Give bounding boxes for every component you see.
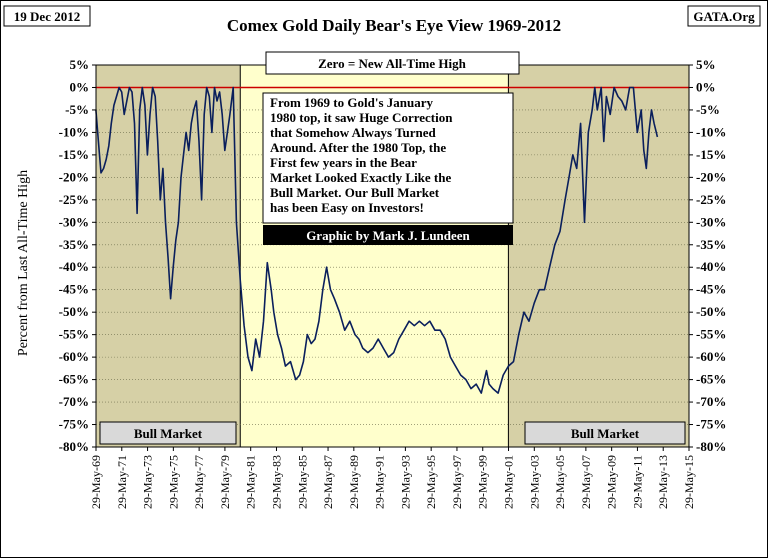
x-tick-label: 29-May-03 — [527, 455, 541, 509]
x-tick-label: 29-May-99 — [476, 455, 490, 509]
x-tick-label: 29-May-89 — [347, 455, 361, 509]
y-tick-label: -60% — [59, 349, 89, 364]
zero-label-box — [265, 51, 520, 75]
y-tick-label: -35% — [59, 237, 89, 252]
x-tick-label: 29-May-01 — [502, 455, 516, 509]
bull-market-right-box — [524, 421, 686, 445]
y-tick-label: -80% — [59, 439, 89, 454]
x-axis: 29-May-69 29-May-71 29-May-73 29-May-75 29-M… — [89, 447, 696, 509]
x-tick-label: 29-May-71 — [115, 455, 129, 509]
y-tick-label: -40% — [696, 259, 726, 274]
credit-box — [263, 225, 513, 245]
x-tick-label: 29-May-09 — [605, 455, 619, 509]
y-tick-label: -65% — [59, 372, 89, 387]
y-tick-label: -55% — [59, 327, 89, 342]
y-tick-label: -65% — [696, 372, 726, 387]
chart-title: Comex Gold Daily Bear's Eye View 1969-20… — [227, 16, 561, 35]
source-box — [687, 5, 761, 27]
y-tick-label: -20% — [59, 169, 89, 184]
x-tick-label: 29-May-11 — [630, 455, 644, 509]
y-tick-label: -25% — [59, 192, 89, 207]
y-tick-label: -15% — [59, 147, 89, 162]
y-tick-label: -45% — [696, 282, 726, 297]
y-tick-label: -70% — [696, 394, 726, 409]
note-line: From 1969 to Gold's January — [270, 95, 433, 110]
zero-label: Zero = New All-Time High — [318, 56, 467, 71]
y-axis-right: 5% 0% -5% -10% -15% -20% -25% -30% -35% -40% -45% -… — [689, 57, 726, 454]
y-tick-label: -40% — [59, 259, 89, 274]
date-box — [3, 5, 91, 27]
x-tick-label: 29-May-83 — [269, 455, 283, 509]
x-tick-label: 29-May-69 — [89, 455, 103, 509]
y-tick-label: -25% — [696, 192, 726, 207]
y-tick-label: -50% — [696, 304, 726, 319]
x-tick-label: 29-May-93 — [398, 455, 412, 509]
y-tick-label: -35% — [696, 237, 726, 252]
x-tick-label: 29-May-05 — [553, 455, 567, 509]
y-axis-title: Percent from Last All-Time High — [16, 170, 31, 356]
y-axis-left: 5% 0% -5% -10% -15% -20% -25% -30% -35% -40% -45% -… — [59, 57, 96, 454]
y-tick-label: -30% — [59, 214, 89, 229]
y-tick-label: 0% — [70, 79, 90, 94]
note-line: First few years in the Bear — [270, 155, 417, 170]
y-tick-label: -5% — [65, 102, 89, 117]
y-tick-label: -45% — [59, 282, 89, 297]
x-tick-label: 29-May-79 — [218, 455, 232, 509]
y-tick-label: -20% — [696, 169, 726, 184]
y-tick-label: -10% — [59, 124, 89, 139]
y-tick-label: -10% — [696, 124, 726, 139]
note-line: that Somehow Always Turned — [270, 125, 437, 140]
y-tick-label: -80% — [696, 439, 726, 454]
note-line: has been Easy on Investors! — [270, 200, 424, 215]
y-tick-label: 5% — [696, 57, 716, 72]
x-tick-label: 29-May-97 — [450, 455, 464, 509]
source-label: GATA.Org — [693, 9, 755, 24]
note-box — [262, 92, 514, 224]
x-tick-label: 29-May-85 — [295, 455, 309, 509]
bull-market-right-label: Bull Market — [571, 426, 640, 441]
y-tick-label: -75% — [59, 417, 89, 432]
note-line: Market Looked Exactly Like the — [270, 170, 451, 185]
x-tick-label: 29-May-07 — [579, 455, 593, 509]
x-tick-label: 29-May-87 — [321, 455, 335, 509]
y-tick-label: -70% — [59, 394, 89, 409]
y-tick-label: 5% — [70, 57, 90, 72]
x-tick-label: 29-May-73 — [141, 455, 155, 509]
x-tick-label: 29-May-75 — [166, 455, 180, 509]
note-line: 1980 top, it saw Huge Correction — [270, 110, 453, 125]
x-tick-label: 29-May-95 — [424, 455, 438, 509]
bull-market-left-box — [99, 421, 237, 445]
x-tick-label: 29-May-91 — [373, 455, 387, 509]
x-tick-label: 29-May-77 — [192, 455, 206, 509]
date-label: 19 Dec 2012 — [14, 9, 80, 24]
y-tick-label: -60% — [696, 349, 726, 364]
y-tick-label: -55% — [696, 327, 726, 342]
region-bull-market — [508, 65, 689, 447]
y-tick-label: -15% — [696, 147, 726, 162]
note-line: Around. After the 1980 Top, the — [270, 140, 446, 155]
y-tick-label: -50% — [59, 304, 89, 319]
y-tick-label: -5% — [696, 102, 720, 117]
x-tick-label: 29-May-13 — [656, 455, 670, 509]
series-line — [95, 86, 659, 394]
x-tick-label: 29-May-81 — [244, 455, 258, 509]
y-tick-label: 0% — [696, 79, 716, 94]
y-tick-label: -30% — [696, 214, 726, 229]
credit-label: Graphic by Mark J. Lundeen — [306, 228, 470, 243]
note-line: Bull Market. Our Bull Market — [270, 185, 440, 200]
x-tick-label: 29-May-15 — [682, 455, 696, 509]
bull-market-left-label: Bull Market — [134, 426, 203, 441]
y-tick-label: -75% — [696, 417, 726, 432]
